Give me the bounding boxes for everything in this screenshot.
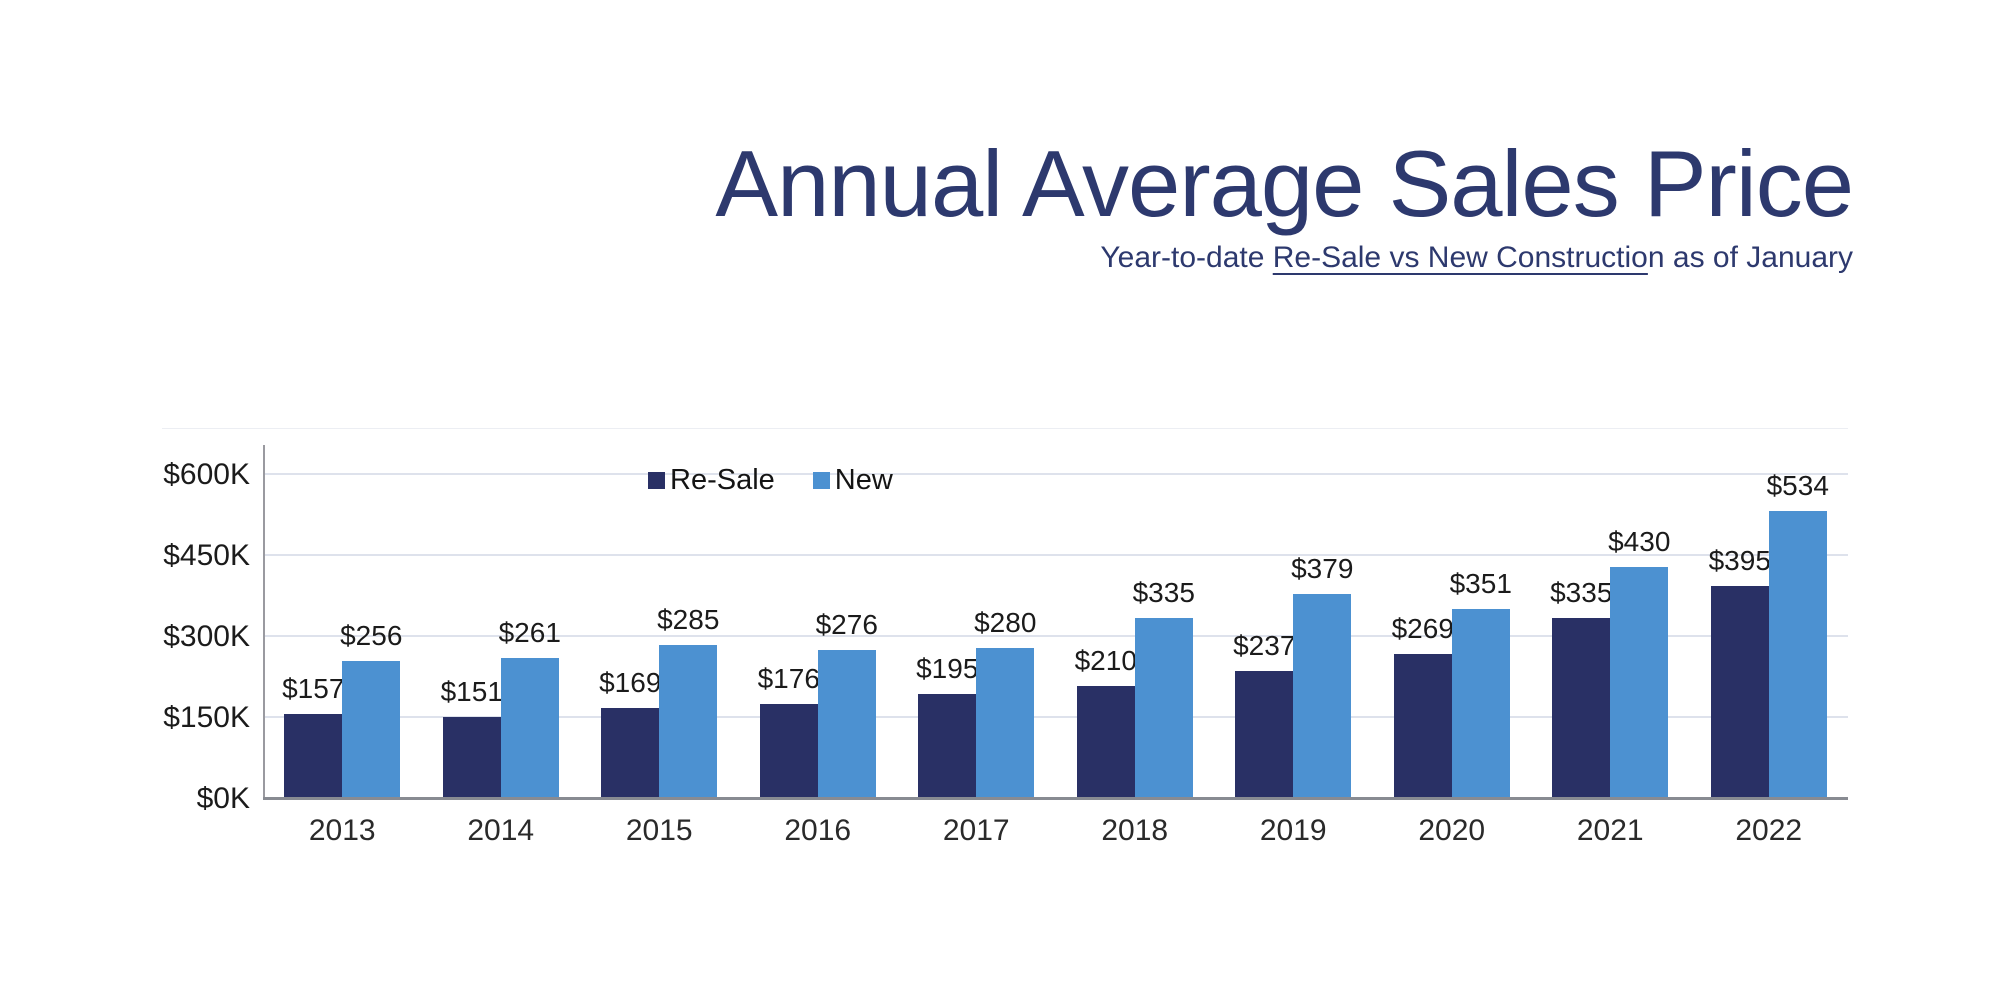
bar-new-2021: $430	[1608, 527, 1670, 799]
bar-new-2020: $351	[1450, 569, 1512, 799]
x-axis-label-2015: 2015	[625, 814, 693, 847]
bar-value-label-re-sale-2019: $237	[1233, 630, 1296, 661]
x-axis-label-2018: 2018	[1101, 814, 1169, 847]
legend-label: New	[834, 464, 893, 496]
bar-value-label-re-sale-2018: $210	[1074, 645, 1137, 676]
bar-value-label-new-2022: $534	[1766, 470, 1829, 501]
legend-item-new: New	[812, 464, 893, 496]
bar-re-sale-2019: $237	[1233, 631, 1295, 799]
bar-re-sale-2020: $269	[1392, 614, 1454, 799]
page-subtitle: Year-to-date Re-Sale vs New Construction…	[715, 243, 1853, 273]
bar-re-sale-2014: $151	[441, 677, 503, 799]
y-axis-label-600: $600K	[163, 458, 250, 491]
bar-new-2016: $276	[816, 610, 878, 799]
y-axis-label-300: $300K	[163, 620, 250, 653]
gridline-150	[263, 716, 1848, 718]
bar-value-label-re-sale-2014: $151	[440, 676, 503, 707]
bar-value-label-new-2013: $256	[340, 620, 403, 651]
bar-new-2022: $534	[1767, 471, 1829, 799]
bar-group-2019: $237 $379 2019	[1214, 445, 1373, 847]
subtitle-prefix: Year-to-date	[1100, 241, 1273, 274]
bar-group-2017: $195 $280 2017	[897, 445, 1056, 847]
bar-new-2018: $335	[1133, 578, 1195, 799]
x-axis-label-2021: 2021	[1576, 814, 1644, 847]
bar-new-2014: $261	[499, 618, 561, 799]
x-axis-label-2013: 2013	[308, 814, 376, 847]
chart-frame-edge	[162, 428, 1848, 429]
y-axis-label-150: $150K	[163, 701, 250, 734]
y-axis-label-0: $0K	[196, 782, 250, 815]
gridline-450	[263, 554, 1848, 556]
page-title: Annual Average Sales Price	[715, 131, 1854, 236]
bar-re-sale-2021: $335	[1550, 578, 1612, 799]
gridline-300	[263, 635, 1848, 637]
legend-swatch-icon	[812, 471, 830, 489]
x-axis-label-2019: 2019	[1259, 814, 1327, 847]
bar-value-label-re-sale-2022: $395	[1708, 545, 1771, 576]
bar-re-sale-2013: $157	[282, 674, 344, 799]
legend-label: Re-Sale	[670, 464, 775, 496]
bar-value-label-re-sale-2017: $195	[916, 653, 979, 684]
y-axis-label-450: $450K	[163, 539, 250, 572]
subtitle-suffix: n as of January	[1647, 241, 1853, 274]
legend-item-re-sale: Re-Sale	[648, 465, 775, 495]
bar-group-2021: $335 $430 2021	[1531, 445, 1690, 847]
bar-re-sale-2016: $176	[758, 664, 820, 799]
bar-new-2013: $256	[340, 621, 402, 799]
bar-group-2016: $176 $276 2016	[739, 445, 898, 847]
plot-area: Re-Sale New $157 $256 2013 $151 $261 2014 $169 $…	[263, 445, 1849, 847]
bar-re-sale-2018: $210	[1075, 646, 1137, 799]
bar-group-2015: $169 $285 2015	[580, 445, 739, 847]
x-axis-baseline	[263, 797, 1848, 800]
bar-new-2019: $379	[1291, 554, 1353, 799]
bar-value-label-re-sale-2013: $157	[282, 673, 345, 704]
y-axis-labels: $0K $150K $300K $450K $600K	[0, 445, 250, 814]
bar-group-2013: $157 $256 2013	[263, 445, 422, 847]
bar-value-label-re-sale-2016: $176	[757, 663, 820, 694]
bar-groups: $157 $256 2013 $151 $261 2014 $169 $285 2015 $176…	[263, 445, 1849, 847]
bar-group-2018: $210 $335 2018	[1056, 445, 1215, 847]
subtitle-underlined-text: Re-Sale vs New Constructio	[1272, 241, 1648, 274]
bar-group-2020: $269 $351 2020	[1373, 445, 1532, 847]
bar-group-2022: $395 $534 2022	[1690, 445, 1849, 847]
bar-value-label-new-2020: $351	[1449, 568, 1512, 599]
x-axis-label-2022: 2022	[1735, 814, 1803, 847]
bar-value-label-new-2015: $285	[657, 604, 720, 635]
y-axis-line	[263, 445, 265, 799]
bar-group-2014: $151 $261 2014	[422, 445, 581, 847]
bar-new-2017: $280	[974, 608, 1036, 799]
bar-re-sale-2017: $195	[916, 654, 978, 799]
x-axis-label-2014: 2014	[467, 814, 535, 847]
bar-value-label-re-sale-2015: $169	[599, 667, 662, 698]
bar-re-sale-2022: $395	[1709, 546, 1771, 799]
bar-new-2015: $285	[657, 605, 719, 799]
bar-value-label-new-2017: $280	[974, 607, 1037, 638]
bar-value-label-re-sale-2021: $335	[1550, 577, 1613, 608]
bar-value-label-new-2018: $335	[1132, 577, 1195, 608]
bar-value-label-new-2021: $430	[1608, 526, 1671, 557]
gridline-600	[263, 473, 1848, 475]
x-axis-label-2017: 2017	[942, 814, 1010, 847]
bar-value-label-new-2016: $276	[815, 609, 878, 640]
bar-re-sale-2015: $169	[599, 668, 661, 799]
title-block: Annual Average Sales Price Year-to-date …	[715, 131, 1854, 273]
bar-value-label-new-2019: $379	[1291, 553, 1354, 584]
bar-value-label-new-2014: $261	[498, 617, 561, 648]
chart-legend: Re-Sale New	[648, 465, 893, 495]
x-axis-label-2020: 2020	[1418, 814, 1486, 847]
legend-swatch-icon	[648, 471, 665, 489]
x-axis-label-2016: 2016	[784, 814, 852, 847]
bar-value-label-re-sale-2020: $269	[1391, 613, 1454, 644]
